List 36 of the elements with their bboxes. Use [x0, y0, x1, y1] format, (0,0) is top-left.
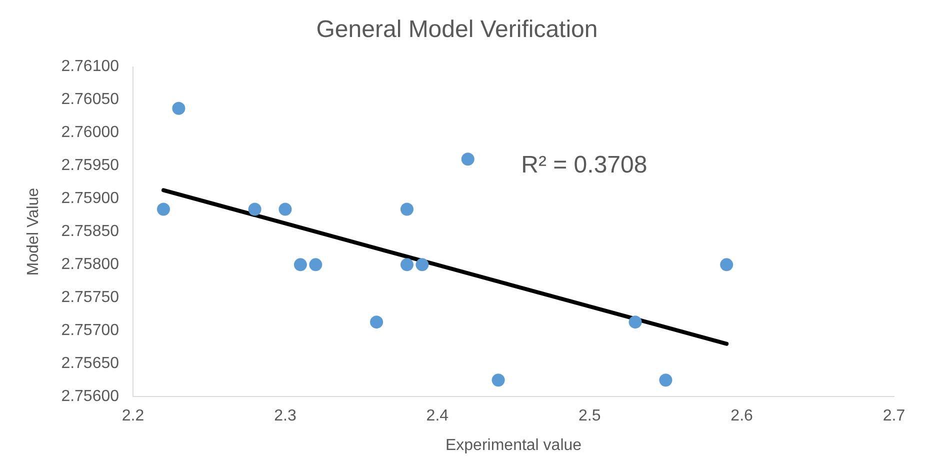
x-tick-label: 2.7: [882, 408, 906, 425]
point: [461, 152, 474, 166]
x-tick-label: 2.3: [274, 408, 296, 425]
y-tick-label: 2.75800: [61, 256, 120, 274]
point: [248, 202, 262, 216]
y-tick-label: 2.75750: [61, 289, 120, 306]
x-tick-label: 2.6: [730, 408, 754, 425]
y-axis-title: Model Value: [25, 188, 42, 276]
point: [172, 102, 186, 115]
y-tick-label: 2.75850: [61, 223, 120, 240]
y-tick-label: 2.75700: [61, 322, 120, 340]
x-tick-label: 2.2: [122, 408, 144, 425]
point: [659, 374, 672, 387]
point: [309, 258, 322, 272]
point: [492, 374, 505, 387]
point: [370, 316, 384, 329]
x-axis-title: Experimental value: [445, 436, 582, 454]
point: [628, 316, 642, 329]
y-tick-label: 2.76100: [61, 58, 120, 76]
point: [278, 202, 292, 216]
point: [156, 202, 170, 216]
point: [400, 202, 414, 216]
point: [416, 258, 429, 272]
y-tick-label: 2.75600: [61, 388, 120, 406]
chart-title: General Model Verification: [316, 16, 598, 44]
x-tick-label: 2.5: [578, 408, 601, 425]
y-tick-label: 2.76050: [61, 91, 120, 108]
y-tick-label: 2.75650: [61, 355, 120, 372]
y-tick-label: 2.75900: [61, 190, 120, 208]
y-tick-label: 2.75950: [61, 157, 120, 174]
y-tick-label: 2.76000: [61, 124, 120, 142]
annotation: R² = 0.3708: [521, 151, 648, 178]
x-tick-label: 2.4: [426, 408, 449, 425]
point: [294, 258, 307, 272]
point: [720, 258, 734, 272]
point: [400, 258, 414, 272]
